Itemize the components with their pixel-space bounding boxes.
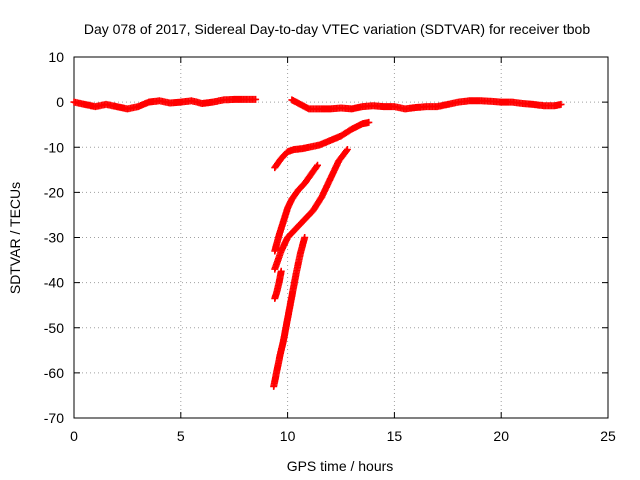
x-tick-label: 15	[387, 428, 403, 444]
y-tick-label: -30	[44, 230, 64, 246]
chart-title: Day 078 of 2017, Sidereal Day-to-day VTE…	[84, 21, 591, 37]
x-tick-label: 10	[280, 428, 296, 444]
data-point	[313, 163, 321, 171]
axis-ticks: 0 5 10 15 20 25 10 0 -10 -20 -30 -40 -50 -60 -70	[44, 49, 616, 444]
data-point	[301, 234, 309, 241]
x-tick-label: 0	[70, 428, 78, 444]
x-tick-label: 20	[493, 428, 509, 444]
data-point	[557, 100, 565, 108]
y-tick-label: -50	[44, 320, 64, 336]
y-axis-label: SDTVAR / TECUs	[7, 182, 23, 294]
y-tick-label: -10	[44, 139, 64, 155]
y-tick-label: -40	[44, 275, 64, 291]
data-point	[365, 118, 373, 126]
y-tick-label: 0	[56, 94, 64, 110]
y-tick-label: 10	[48, 49, 64, 65]
data-point	[343, 147, 350, 155]
y-tick-label: -60	[44, 365, 64, 381]
x-axis-label: GPS time / hours	[287, 458, 394, 474]
data-point	[343, 146, 351, 153]
data-point	[252, 95, 260, 103]
data-point	[314, 161, 321, 169]
y-tick-label: -70	[44, 410, 64, 426]
data-points	[70, 95, 565, 390]
x-tick-label: 25	[600, 428, 616, 444]
y-tick-label: -20	[44, 184, 64, 200]
x-tick-label: 5	[177, 428, 185, 444]
data-point	[277, 267, 285, 275]
